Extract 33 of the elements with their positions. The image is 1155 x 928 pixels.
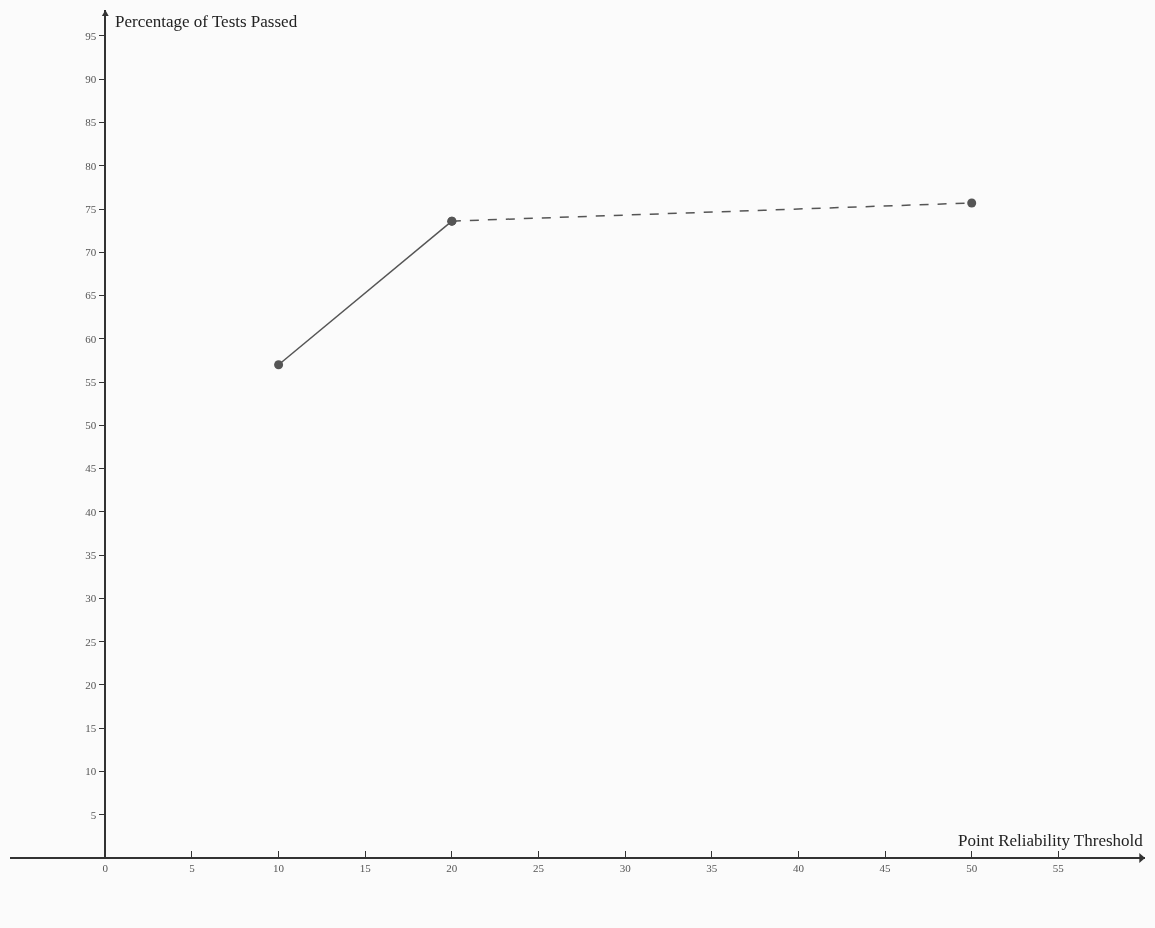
y-tick-label: 60 — [85, 332, 97, 345]
y-tick-label: 45 — [85, 462, 97, 475]
y-tick-label: 10 — [85, 765, 97, 778]
x-axis-title: Point Reliability Threshold — [958, 831, 1144, 850]
y-tick-label: 50 — [85, 419, 97, 432]
x-tick-label: 25 — [533, 861, 545, 874]
y-tick-label: 90 — [85, 73, 97, 86]
x-tick-label: 30 — [619, 861, 632, 874]
y-tick-label: 95 — [85, 29, 97, 42]
y-tick-label: 30 — [85, 592, 97, 605]
y-tick-label: 70 — [85, 246, 97, 259]
y-tick-label: 40 — [85, 505, 97, 518]
y-tick-label: 35 — [85, 548, 97, 561]
y-tick-label: 65 — [85, 289, 97, 302]
x-tick-label: 0 — [102, 861, 109, 874]
x-tick-label: 55 — [1052, 861, 1065, 874]
x-tick-label: 15 — [359, 861, 372, 874]
x-tick-label: 20 — [446, 861, 458, 874]
x-tick-label: 5 — [189, 861, 196, 874]
y-tick-label: 5 — [90, 808, 97, 821]
y-tick-label: 75 — [85, 202, 97, 215]
x-tick-label: 40 — [792, 861, 805, 874]
y-tick-label: 20 — [85, 678, 97, 691]
y-tick-label: 15 — [85, 722, 97, 735]
x-tick-label: 50 — [966, 861, 978, 874]
x-tick-label: 45 — [879, 861, 892, 874]
x-tick-label: 35 — [706, 861, 718, 874]
y-tick-label: 55 — [85, 375, 97, 388]
y-tick-label: 25 — [85, 635, 97, 648]
y-tick-label: 85 — [85, 116, 97, 129]
y-tick-label: 80 — [85, 159, 97, 172]
y-axis-title: Percentage of Tests Passed — [115, 12, 298, 31]
x-tick-label: 10 — [273, 861, 285, 874]
